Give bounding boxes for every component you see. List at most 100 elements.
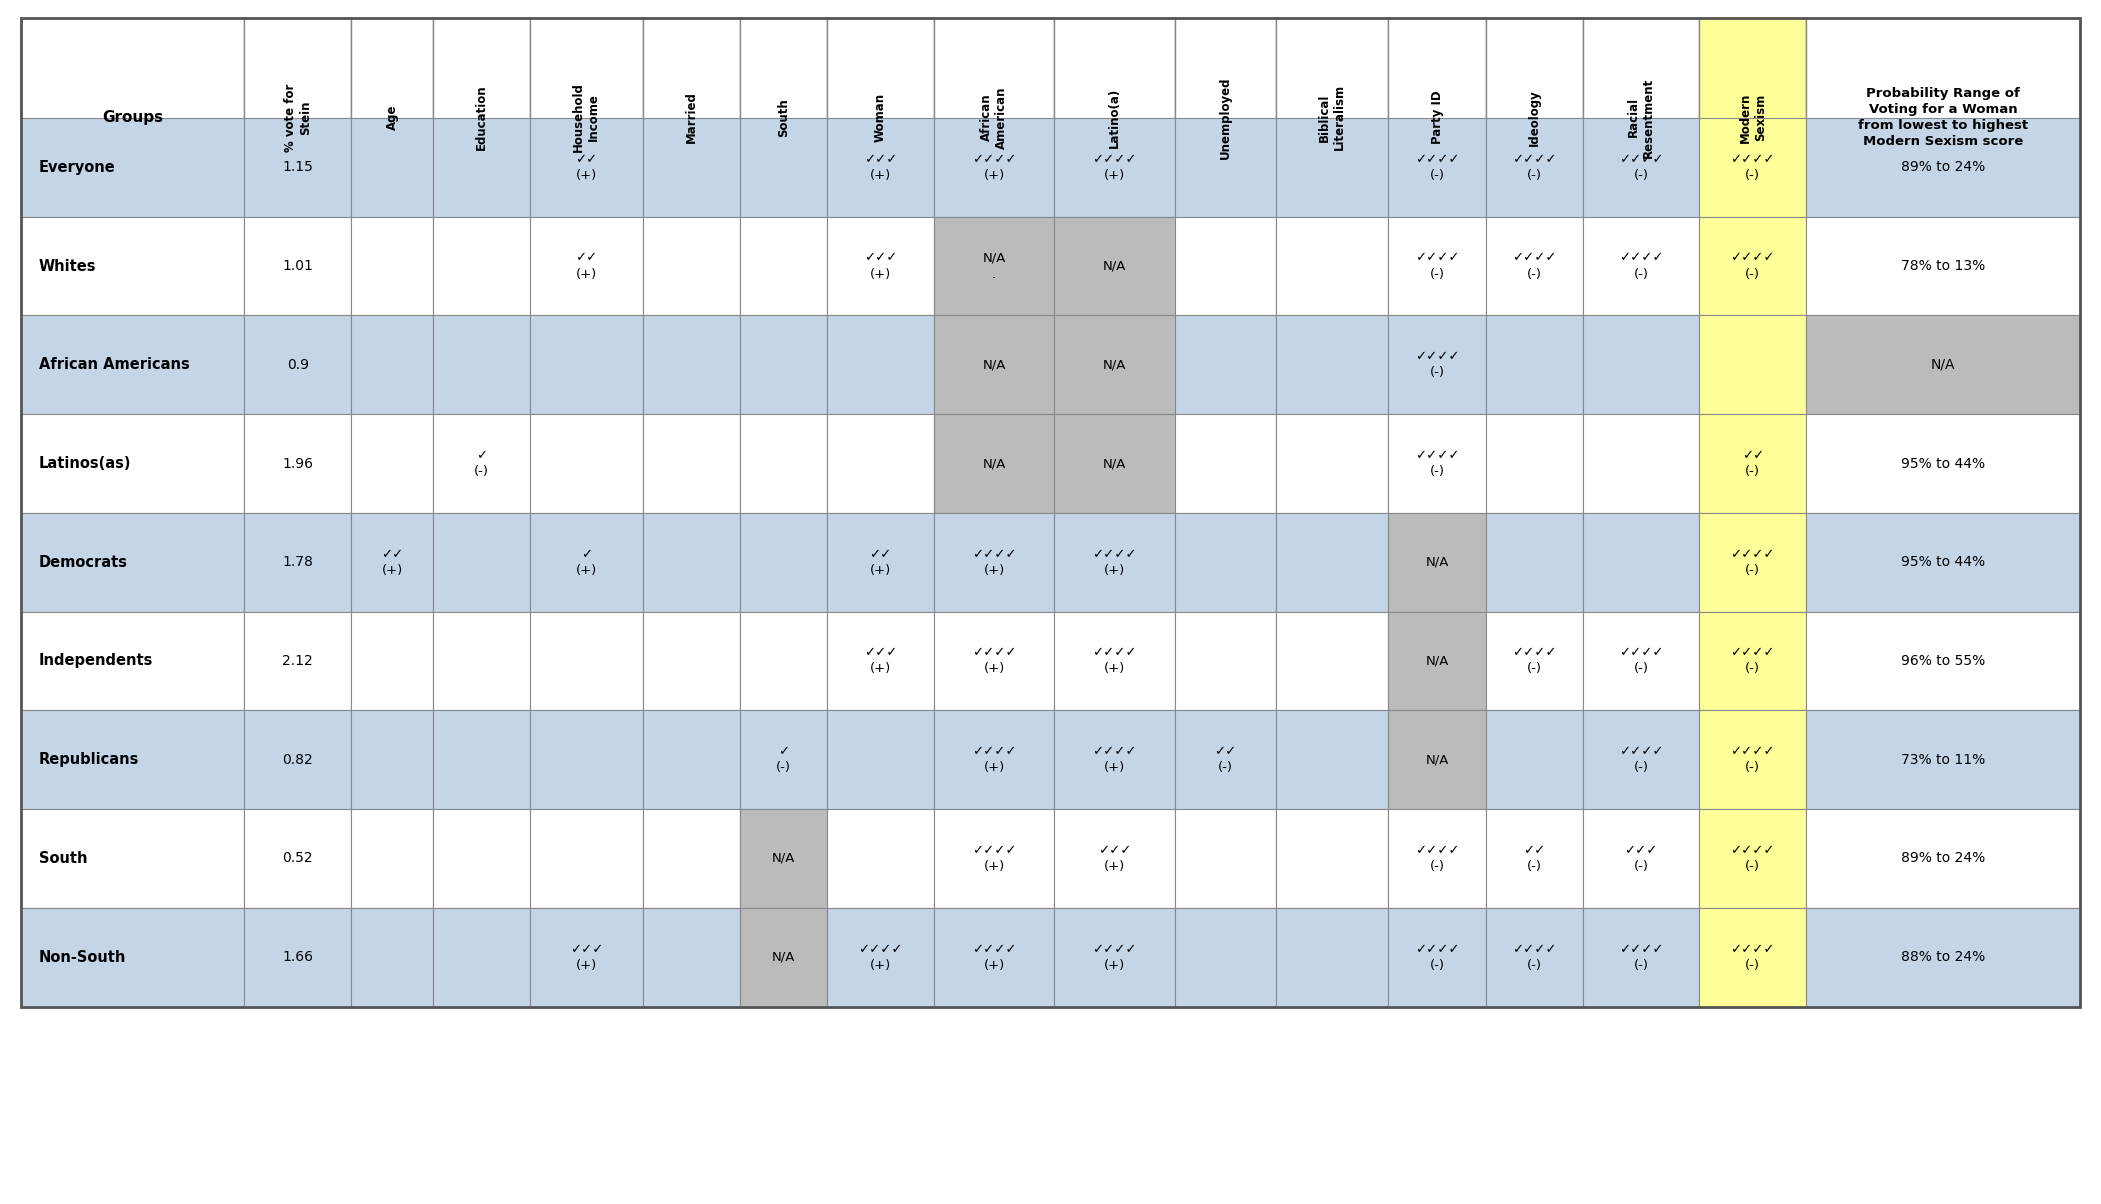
Bar bbox=[1485, 315, 1582, 414]
Bar bbox=[1700, 118, 1807, 217]
Bar bbox=[1700, 513, 1807, 612]
Bar bbox=[1389, 118, 1485, 217]
Bar bbox=[1055, 414, 1174, 513]
Text: N/A: N/A bbox=[1424, 754, 1450, 766]
Bar bbox=[828, 809, 935, 908]
Bar bbox=[740, 513, 828, 612]
Bar bbox=[21, 315, 244, 414]
Bar bbox=[643, 414, 740, 513]
Bar bbox=[21, 18, 2080, 1007]
Text: ✓✓✓✓
(-): ✓✓✓✓ (-) bbox=[1731, 844, 1775, 873]
Text: 73% to 11%: 73% to 11% bbox=[1901, 752, 1985, 767]
Text: N/A: N/A bbox=[1424, 655, 1450, 667]
Text: South: South bbox=[777, 98, 790, 137]
Text: Biblical
Literalism: Biblical Literalism bbox=[1317, 84, 1347, 150]
Bar bbox=[244, 809, 351, 908]
Bar bbox=[1485, 217, 1582, 315]
Text: 78% to 13%: 78% to 13% bbox=[1901, 259, 1985, 273]
Text: N/A: N/A bbox=[771, 852, 794, 864]
Text: 1.96: 1.96 bbox=[282, 456, 313, 471]
Bar bbox=[529, 217, 643, 315]
Bar bbox=[935, 118, 1055, 217]
Text: % vote for
Stein: % vote for Stein bbox=[284, 83, 311, 152]
Text: Everyone: Everyone bbox=[40, 160, 116, 175]
Bar bbox=[1174, 710, 1275, 809]
Bar bbox=[1389, 217, 1485, 315]
Bar bbox=[1485, 809, 1582, 908]
Bar bbox=[1055, 217, 1174, 315]
Bar bbox=[1700, 18, 1807, 217]
Bar bbox=[828, 612, 935, 710]
Text: Independents: Independents bbox=[40, 654, 153, 668]
Text: 88% to 24%: 88% to 24% bbox=[1901, 950, 1985, 964]
Text: Unemployed: Unemployed bbox=[1219, 76, 1231, 159]
Bar bbox=[1582, 710, 1700, 809]
Text: N/A: N/A bbox=[1931, 358, 1956, 372]
Bar bbox=[1174, 908, 1275, 1007]
Bar bbox=[244, 908, 351, 1007]
Bar bbox=[433, 513, 529, 612]
Bar bbox=[529, 612, 643, 710]
Bar bbox=[1275, 217, 1389, 315]
Bar bbox=[935, 908, 1055, 1007]
Bar bbox=[1174, 612, 1275, 710]
Bar bbox=[21, 217, 244, 315]
Bar bbox=[1807, 513, 2080, 612]
Bar bbox=[529, 414, 643, 513]
Text: ✓✓✓
(+): ✓✓✓ (+) bbox=[864, 153, 897, 182]
Text: ✓✓✓✓
(-): ✓✓✓✓ (-) bbox=[1731, 548, 1775, 577]
Bar bbox=[643, 710, 740, 809]
Bar bbox=[1389, 908, 1485, 1007]
Bar bbox=[643, 315, 740, 414]
Text: ✓✓✓✓
(+): ✓✓✓✓ (+) bbox=[973, 548, 1017, 577]
Bar bbox=[1700, 612, 1807, 710]
Bar bbox=[1275, 118, 1389, 217]
Bar bbox=[1807, 315, 2080, 414]
Bar bbox=[1174, 18, 1275, 217]
Text: Ideology: Ideology bbox=[1527, 89, 1540, 146]
Text: ✓✓✓✓
(-): ✓✓✓✓ (-) bbox=[1513, 252, 1557, 281]
Bar bbox=[935, 710, 1055, 809]
Text: N/A: N/A bbox=[1103, 458, 1126, 470]
Bar bbox=[935, 18, 1055, 217]
Bar bbox=[1275, 908, 1389, 1007]
Text: ✓✓✓✓
(+): ✓✓✓✓ (+) bbox=[1093, 548, 1137, 577]
Text: ✓✓✓✓
(+): ✓✓✓✓ (+) bbox=[973, 844, 1017, 873]
Bar bbox=[828, 118, 935, 217]
Text: 1.66: 1.66 bbox=[282, 950, 313, 964]
Bar bbox=[1807, 908, 2080, 1007]
Text: ✓✓✓✓
(+): ✓✓✓✓ (+) bbox=[973, 153, 1017, 182]
Text: 1.01: 1.01 bbox=[282, 259, 313, 273]
Text: ✓✓✓✓
(+): ✓✓✓✓ (+) bbox=[973, 943, 1017, 972]
Text: ✓
(-): ✓ (-) bbox=[475, 449, 490, 478]
Bar bbox=[351, 809, 433, 908]
Bar bbox=[433, 315, 529, 414]
Text: ✓✓✓✓
(+): ✓✓✓✓ (+) bbox=[1093, 943, 1137, 972]
Bar bbox=[1582, 18, 1700, 217]
Bar bbox=[244, 315, 351, 414]
Text: Latinos(as): Latinos(as) bbox=[40, 456, 132, 471]
Text: ✓✓✓✓
(-): ✓✓✓✓ (-) bbox=[1618, 153, 1664, 182]
Bar bbox=[828, 710, 935, 809]
Bar bbox=[1275, 414, 1389, 513]
Text: ✓✓
(+): ✓✓ (+) bbox=[870, 548, 891, 577]
Bar bbox=[21, 118, 244, 217]
Text: Racial
Resentment: Racial Resentment bbox=[1626, 77, 1656, 158]
Text: ✓✓✓✓
(-): ✓✓✓✓ (-) bbox=[1731, 153, 1775, 182]
Text: Latino(a): Latino(a) bbox=[1107, 87, 1122, 148]
Bar bbox=[1055, 809, 1174, 908]
Bar bbox=[351, 315, 433, 414]
Text: ✓✓✓
(+): ✓✓✓ (+) bbox=[1099, 844, 1130, 873]
Bar bbox=[21, 414, 244, 513]
Text: ✓✓✓✓
(-): ✓✓✓✓ (-) bbox=[1414, 844, 1460, 873]
Bar bbox=[935, 612, 1055, 710]
Bar bbox=[1582, 612, 1700, 710]
Text: N/A: N/A bbox=[1424, 556, 1450, 568]
Text: ✓✓
(+): ✓✓ (+) bbox=[576, 153, 597, 182]
Bar bbox=[21, 612, 244, 710]
Bar bbox=[433, 908, 529, 1007]
Bar bbox=[1389, 414, 1485, 513]
Text: ✓✓
(+): ✓✓ (+) bbox=[380, 548, 403, 577]
Bar bbox=[1389, 612, 1485, 710]
Text: N/A
.: N/A . bbox=[983, 252, 1006, 281]
